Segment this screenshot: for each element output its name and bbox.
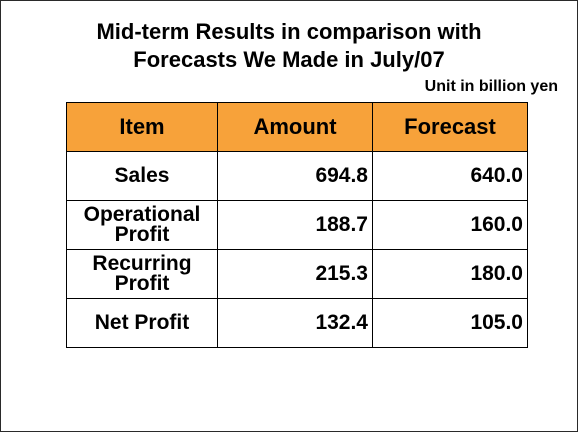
- row-item-label-line-1: Operational: [83, 203, 201, 226]
- row-forecast-cell: 640.0: [372, 151, 528, 201]
- table-header-row: Item Amount Forecast: [66, 102, 528, 152]
- row-item-cell: Operational Profit: [66, 200, 218, 250]
- title-line-1: Mid-term Results in comparison with: [96, 19, 482, 44]
- header-item: Item: [66, 102, 218, 152]
- row-item-cell: Net Profit: [66, 298, 218, 348]
- row-item-label: Sales: [114, 164, 170, 187]
- row-amount-cell: 132.4: [217, 298, 373, 348]
- header-forecast: Forecast: [372, 102, 528, 152]
- row-forecast-cell: 160.0: [372, 200, 528, 250]
- row-amount-cell: 188.7: [217, 200, 373, 250]
- row-item-cell: Recurring Profit: [66, 249, 218, 299]
- row-item-label: Net Profit: [94, 311, 190, 334]
- row-amount-cell: 215.3: [217, 249, 373, 299]
- table-row: Sales 694.8 640.0: [66, 151, 528, 201]
- row-item-label-line-2: Profit: [114, 223, 170, 246]
- row-item-label-line-2: Profit: [114, 272, 170, 295]
- row-forecast-cell: 180.0: [372, 249, 528, 299]
- row-item-label-line-1: Recurring: [92, 252, 192, 275]
- row-forecast-cell: 105.0: [372, 298, 528, 348]
- table-row: Recurring Profit 215.3 180.0: [66, 249, 528, 299]
- unit-note: Unit in billion yen: [424, 78, 558, 95]
- table-row: Net Profit 132.4 105.0: [66, 298, 528, 348]
- row-item-cell: Sales: [66, 151, 218, 201]
- results-table: Item Amount Forecast Sales 694.8 640.0 O…: [66, 102, 528, 348]
- slide-title: Mid-term Results in comparison with Fore…: [0, 18, 578, 74]
- row-amount-cell: 694.8: [217, 151, 373, 201]
- header-amount: Amount: [217, 102, 373, 152]
- title-line-2: Forecasts We Made in July/07: [133, 47, 445, 72]
- table-row: Operational Profit 188.7 160.0: [66, 200, 528, 250]
